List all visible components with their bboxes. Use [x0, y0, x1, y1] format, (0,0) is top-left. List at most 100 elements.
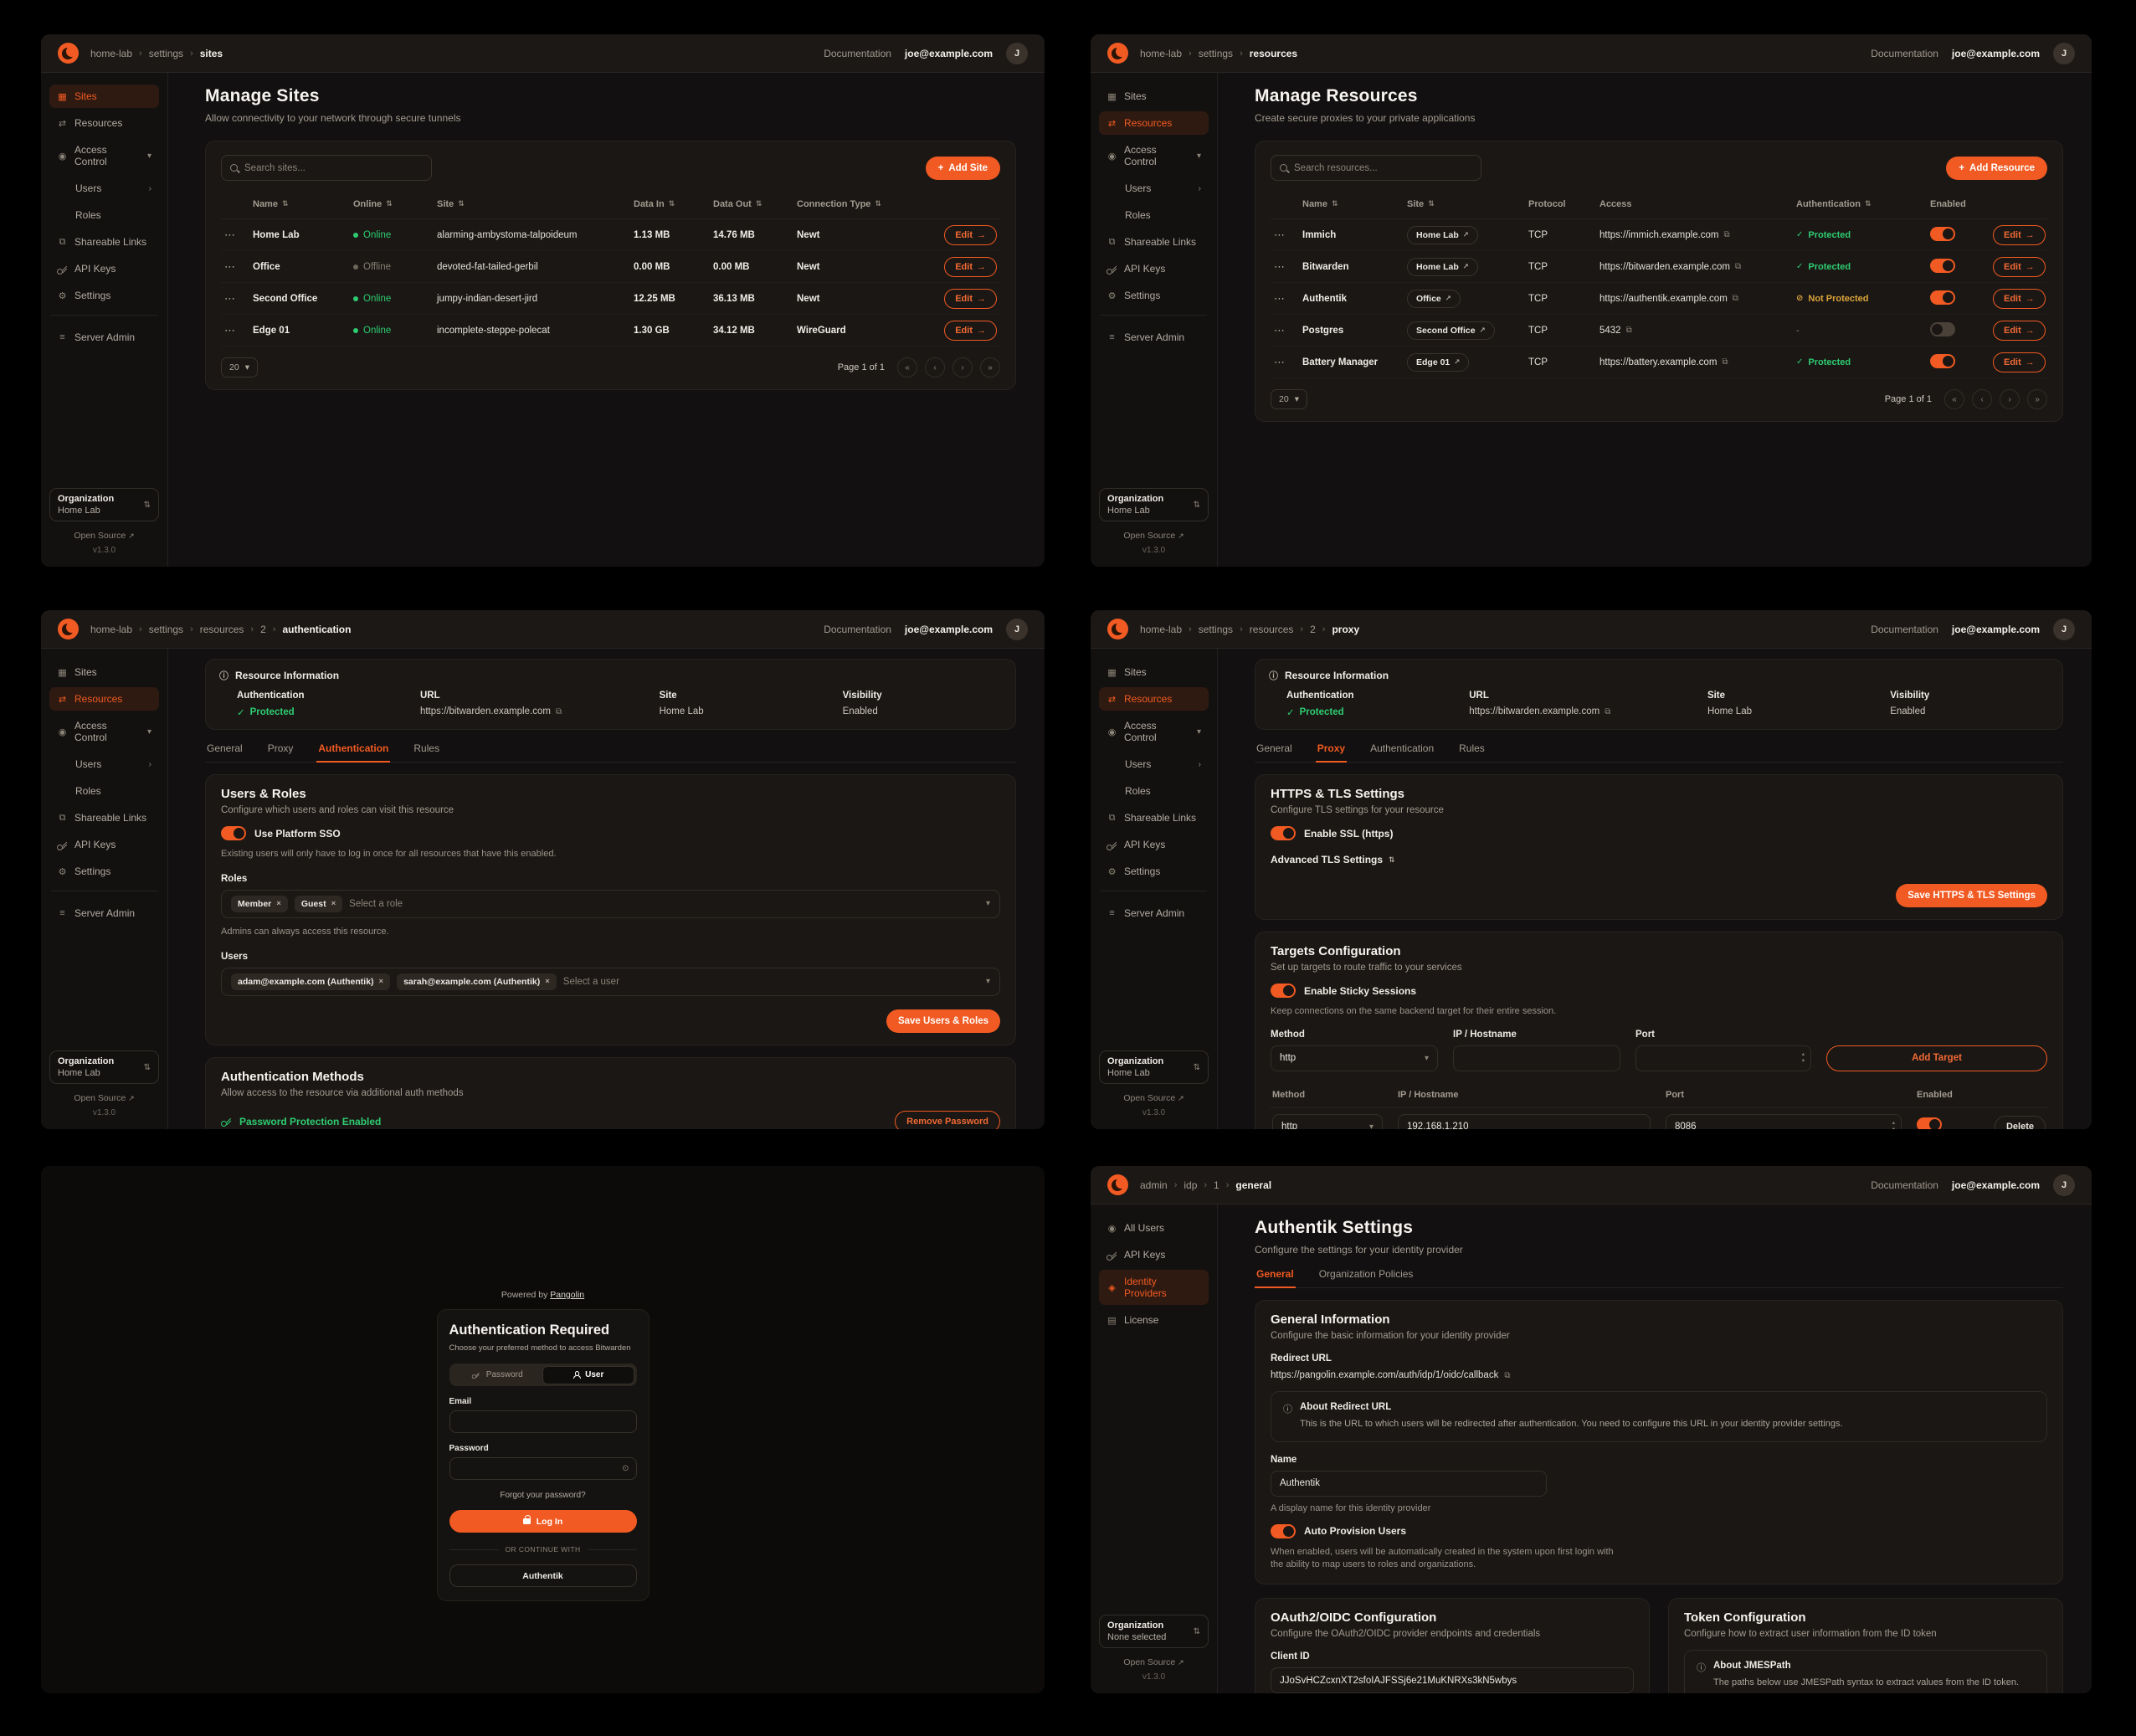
role-chip[interactable]: Guest ×: [294, 895, 343, 912]
sidebar-item-resources[interactable]: ⇄ Resources: [1099, 687, 1209, 711]
auto-provision-toggle[interactable]: [1271, 1523, 1296, 1538]
pangolin-link[interactable]: Pangolin: [550, 1290, 585, 1300]
last-page-button[interactable]: »: [2027, 389, 2047, 409]
user-chip[interactable]: sarah@example.com (Authentik) ×: [397, 973, 557, 990]
sidebar-item-server-admin[interactable]: ≡ Server Admin: [49, 901, 159, 925]
column-sort-authentication[interactable]: Authentication ⇅: [1796, 198, 1872, 209]
sidebar-item-roles[interactable]: Roles: [1099, 779, 1209, 803]
avatar[interactable]: J: [2053, 618, 2075, 640]
eye-icon[interactable]: ⊙: [622, 1464, 629, 1473]
site-link-pill[interactable]: Edge 01 ↗: [1407, 352, 1470, 372]
column-sort-site[interactable]: Site ⇅: [437, 198, 465, 209]
site-link-pill[interactable]: Home Lab ↗: [1407, 225, 1478, 244]
enabled-toggle[interactable]: [1930, 321, 1955, 336]
tab-password[interactable]: Password: [451, 1366, 542, 1384]
sticky-sessions-toggle[interactable]: [1271, 984, 1296, 998]
tab-general[interactable]: General: [1255, 1268, 1296, 1288]
copy-icon[interactable]: ⧉: [1723, 230, 1730, 239]
breadcrumb-item[interactable]: home-lab: [90, 47, 133, 59]
stepper-icons[interactable]: ▴▾: [1892, 1120, 1895, 1129]
enabled-toggle[interactable]: [1930, 353, 1955, 368]
open-source-link[interactable]: Open Source ↗: [74, 1093, 135, 1103]
avatar[interactable]: J: [1006, 42, 1028, 64]
organization-selector[interactable]: Organization Home Lab ⇅: [1099, 1050, 1209, 1084]
sidebar-item-license[interactable]: ▤ License: [1107, 1314, 1159, 1326]
column-sort-name[interactable]: Name ⇅: [253, 198, 289, 209]
next-page-button[interactable]: ›: [952, 357, 973, 378]
close-icon[interactable]: ×: [545, 977, 550, 987]
idp-name-input[interactable]: [1271, 1470, 1547, 1497]
next-page-button[interactable]: ›: [2000, 389, 2020, 409]
edit-button[interactable]: Edit →: [1993, 352, 2046, 372]
remove-password-button[interactable]: Remove Password: [895, 1110, 1000, 1129]
page-size-select[interactable]: 20 ▾: [1271, 389, 1307, 409]
user-email[interactable]: joe@example.com: [904, 47, 993, 59]
breadcrumb-item[interactable]: settings: [148, 623, 184, 635]
row-menu-icon[interactable]: ⋯: [1274, 228, 1286, 241]
page-size-select[interactable]: 20 ▾: [221, 357, 258, 378]
enabled-toggle[interactable]: [1930, 290, 1955, 305]
breadcrumb-item[interactable]: home-lab: [90, 623, 133, 635]
edit-button[interactable]: Edit →: [1993, 320, 2046, 341]
search-input[interactable]: [1271, 155, 1481, 181]
client-id-input[interactable]: [1271, 1667, 1634, 1693]
breadcrumb-item[interactable]: home-lab: [1140, 47, 1183, 59]
sidebar-item-settings[interactable]: ⚙ Settings: [49, 860, 159, 883]
tab-proxy[interactable]: Proxy: [1315, 742, 1348, 763]
open-source-link[interactable]: Open Source ↗: [1123, 1093, 1184, 1103]
sidebar-item-access-control[interactable]: ◉ Access Control ▾: [49, 138, 159, 173]
column-sort-name[interactable]: Name ⇅: [1302, 198, 1338, 209]
organization-selector[interactable]: Organization None selected ⇅: [1099, 1615, 1209, 1648]
open-source-link[interactable]: Open Source ↗: [1123, 1657, 1184, 1667]
edit-button[interactable]: Edit →: [1993, 288, 2046, 309]
ip-hostname-input[interactable]: [1398, 1113, 1651, 1129]
row-menu-icon[interactable]: ⋯: [1274, 291, 1286, 305]
access-url[interactable]: https://authentik.example.com: [1599, 293, 1728, 304]
breadcrumb-item[interactable]: 2: [260, 623, 266, 635]
column-sort-site[interactable]: Site ⇅: [1407, 198, 1435, 209]
site-link-pill[interactable]: Office ↗: [1407, 289, 1461, 308]
site-link-pill[interactable]: Second Office ↗: [1407, 321, 1495, 340]
close-icon[interactable]: ×: [378, 977, 384, 987]
open-source-link[interactable]: Open Source ↗: [74, 531, 135, 541]
method-select[interactable]: http ▾: [1271, 1045, 1438, 1071]
organization-selector[interactable]: Organization Home Lab ⇅: [49, 488, 159, 521]
roles-multiselect[interactable]: Member × Guest × Select a role ▾: [221, 889, 1000, 918]
access-url[interactable]: https://immich.example.com: [1599, 229, 1719, 240]
documentation-link[interactable]: Documentation: [824, 623, 891, 635]
documentation-link[interactable]: Documentation: [1871, 623, 1938, 635]
tab-proxy[interactable]: Proxy: [267, 742, 294, 754]
sidebar-item-settings[interactable]: ⚙ Settings: [49, 284, 159, 307]
breadcrumb-item[interactable]: 2: [1310, 623, 1316, 635]
enabled-toggle[interactable]: [1930, 258, 1955, 273]
tab-rules[interactable]: Rules: [1459, 742, 1485, 754]
ip-hostname-input[interactable]: [1453, 1045, 1620, 1071]
site-link-pill[interactable]: Home Lab ↗: [1407, 257, 1478, 276]
sidebar-item-roles[interactable]: Roles: [1099, 203, 1209, 227]
row-menu-icon[interactable]: ⋯: [1274, 355, 1286, 368]
port-input[interactable]: [1666, 1113, 1902, 1129]
sidebar-item-sites[interactable]: ▦ Sites: [1099, 85, 1209, 108]
copy-icon[interactable]: ⧉: [1605, 706, 1611, 716]
sidebar-item-sites[interactable]: ▦ Sites: [49, 85, 159, 108]
tab-rules[interactable]: Rules: [413, 742, 440, 754]
breadcrumb-item[interactable]: resources: [1249, 623, 1294, 635]
sidebar-item-api-keys[interactable]: API Keys: [1099, 1243, 1209, 1266]
breadcrumb-item[interactable]: admin: [1140, 1179, 1168, 1191]
user-email[interactable]: joe@example.com: [1951, 623, 2040, 635]
user-email[interactable]: joe@example.com: [1951, 1179, 2040, 1191]
tab-authentication[interactable]: Authentication: [1370, 742, 1435, 754]
password-field[interactable]: [456, 1464, 623, 1473]
sidebar-item-access-control[interactable]: ◉ Access Control ▾: [1099, 138, 1209, 173]
tab-authentication[interactable]: Authentication: [316, 742, 391, 763]
forgot-password-link[interactable]: Forgot your password?: [500, 1491, 586, 1500]
edit-button[interactable]: Edit →: [944, 320, 997, 341]
row-menu-icon[interactable]: ⋯: [224, 323, 236, 336]
sidebar-item-shareable-links[interactable]: ⧉ Shareable Links: [49, 806, 159, 829]
add-site-button[interactable]: + Add Site: [925, 156, 1000, 180]
column-sort-data-out[interactable]: Data Out ⇅: [713, 198, 762, 209]
delete-target-button[interactable]: Delete: [1994, 1116, 2046, 1129]
avatar[interactable]: J: [2053, 42, 2075, 64]
copy-icon[interactable]: ⧉: [1625, 326, 1632, 335]
sidebar-item-sites[interactable]: ▦ Sites: [1099, 660, 1209, 684]
